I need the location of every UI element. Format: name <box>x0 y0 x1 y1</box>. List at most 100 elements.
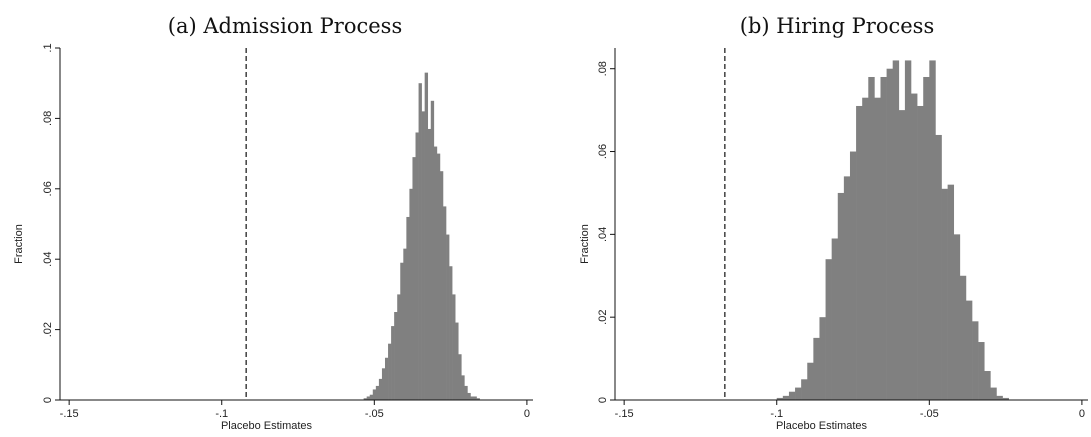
histogram-bar <box>403 248 407 400</box>
x-tick-label: -.1 <box>215 408 228 420</box>
histogram-bar <box>984 371 991 400</box>
histogram-bar <box>458 354 462 400</box>
y-tick-label: .08 <box>597 61 609 76</box>
x-tick-label: -.1 <box>770 408 783 420</box>
histogram-bar <box>418 83 422 400</box>
histogram-bar <box>831 238 839 400</box>
histogram-bar <box>415 132 419 401</box>
histogram-bar <box>397 294 401 400</box>
histogram-bar <box>391 326 395 400</box>
y-tick-label: .06 <box>597 144 609 159</box>
histogram-bar <box>406 216 410 400</box>
histogram-bar <box>427 128 432 400</box>
histogram-bar <box>917 105 924 400</box>
histogram-bar <box>911 93 918 400</box>
histogram-bar <box>972 321 979 400</box>
histogram-bar <box>412 157 416 400</box>
x-tick-label: 0 <box>524 408 530 420</box>
histogram-bar <box>776 397 784 400</box>
histogram-admission: -.15 -.1 -.05 0 0 .02 .04 .06 .08 .1 Placebo Estim… <box>13 43 533 432</box>
y-tick-label: .06 <box>42 181 54 196</box>
histogram-bar <box>862 97 869 400</box>
histogram-bar <box>384 357 389 400</box>
histogram-bar <box>996 395 1003 400</box>
y-tick-label: 0 <box>42 397 54 403</box>
histogram-bar <box>807 362 814 400</box>
histogram-bar <box>375 385 380 400</box>
y-tick-label: .04 <box>597 227 609 242</box>
histogram-bar <box>904 60 912 401</box>
histogram-bar <box>788 391 796 400</box>
x-tick-label: 0 <box>1079 408 1085 420</box>
y-axis-label: Fraction <box>13 224 25 264</box>
histogram-bar <box>819 317 826 400</box>
y-tick-label: 0 <box>597 397 609 403</box>
x-tick-label: -.15 <box>60 408 79 420</box>
histogram-bar <box>433 146 438 400</box>
histogram-bar <box>372 389 377 400</box>
histogram-bar <box>886 68 893 401</box>
x-tick-label: -.05 <box>920 408 939 420</box>
histogram-bar <box>394 312 398 400</box>
histogram-bar <box>473 396 477 400</box>
histogram-bar <box>464 385 468 400</box>
y-tick-label: .08 <box>42 111 54 126</box>
x-axis-label: Placebo Estimates <box>221 420 313 432</box>
histogram-bar <box>843 176 851 400</box>
histogram-bar <box>849 151 857 400</box>
x-axis-label: Placebo Estimates <box>776 420 868 432</box>
histogram-bar <box>436 153 441 400</box>
histogram-bar <box>880 76 887 401</box>
histogram-bar <box>953 234 961 400</box>
histogram-bar <box>366 396 371 400</box>
histogram-bar <box>439 171 444 400</box>
histogram-bar <box>452 294 456 400</box>
histogram-bar <box>795 387 802 400</box>
histogram-bar <box>455 322 459 400</box>
histogram-bar <box>813 337 820 400</box>
panel-title-b: (b) Hiring Process <box>739 14 935 38</box>
y-tick-label: .04 <box>42 252 54 267</box>
y-axis-label: Fraction <box>579 224 591 264</box>
histogram-bar <box>1002 397 1009 400</box>
histogram-bar <box>409 188 413 400</box>
y-tick-label: .1 <box>42 43 54 52</box>
histogram-bar <box>378 378 383 400</box>
histogram-bar <box>923 76 930 401</box>
histogram-bar <box>990 387 997 400</box>
histogram-bar <box>801 379 808 400</box>
histogram-bar <box>947 184 955 400</box>
histogram-bar <box>467 392 471 400</box>
panel-title-a: (a) Admission Process <box>167 14 403 38</box>
histogram-bar <box>430 100 435 401</box>
histogram-bar <box>856 105 863 400</box>
histogram-bar <box>449 266 453 400</box>
histogram-hiring: -.15 -.1 -.05 0 0 .02 .04 .06 .08 Placebo Estimat… <box>579 48 1088 432</box>
histogram-bar <box>470 396 474 400</box>
histogram-bar <box>782 395 790 400</box>
histogram-bar <box>868 76 875 401</box>
histogram-bar <box>892 60 900 401</box>
histogram-bar <box>978 342 985 400</box>
histogram-bar <box>898 110 906 400</box>
histogram-bar <box>421 111 425 401</box>
y-tick-label: .02 <box>42 322 54 337</box>
x-tick-label: -.15 <box>615 408 634 420</box>
histogram-bar <box>381 368 386 400</box>
histogram-bar <box>442 206 447 400</box>
histogram-bar <box>400 262 404 400</box>
histogram-bar <box>959 275 967 400</box>
histogram-bar <box>476 398 480 400</box>
histogram-bar <box>825 259 832 400</box>
histogram-bar <box>837 192 845 400</box>
histogram-bar <box>363 398 367 400</box>
histogram-bar <box>965 300 973 400</box>
histogram-bar <box>369 394 374 400</box>
histogram-bar <box>388 343 392 400</box>
y-tick-label: .02 <box>597 310 609 325</box>
x-tick-label: -.05 <box>365 408 384 420</box>
histogram-bar <box>941 188 948 400</box>
histogram-bar <box>446 234 450 400</box>
histogram-bar <box>874 97 881 400</box>
